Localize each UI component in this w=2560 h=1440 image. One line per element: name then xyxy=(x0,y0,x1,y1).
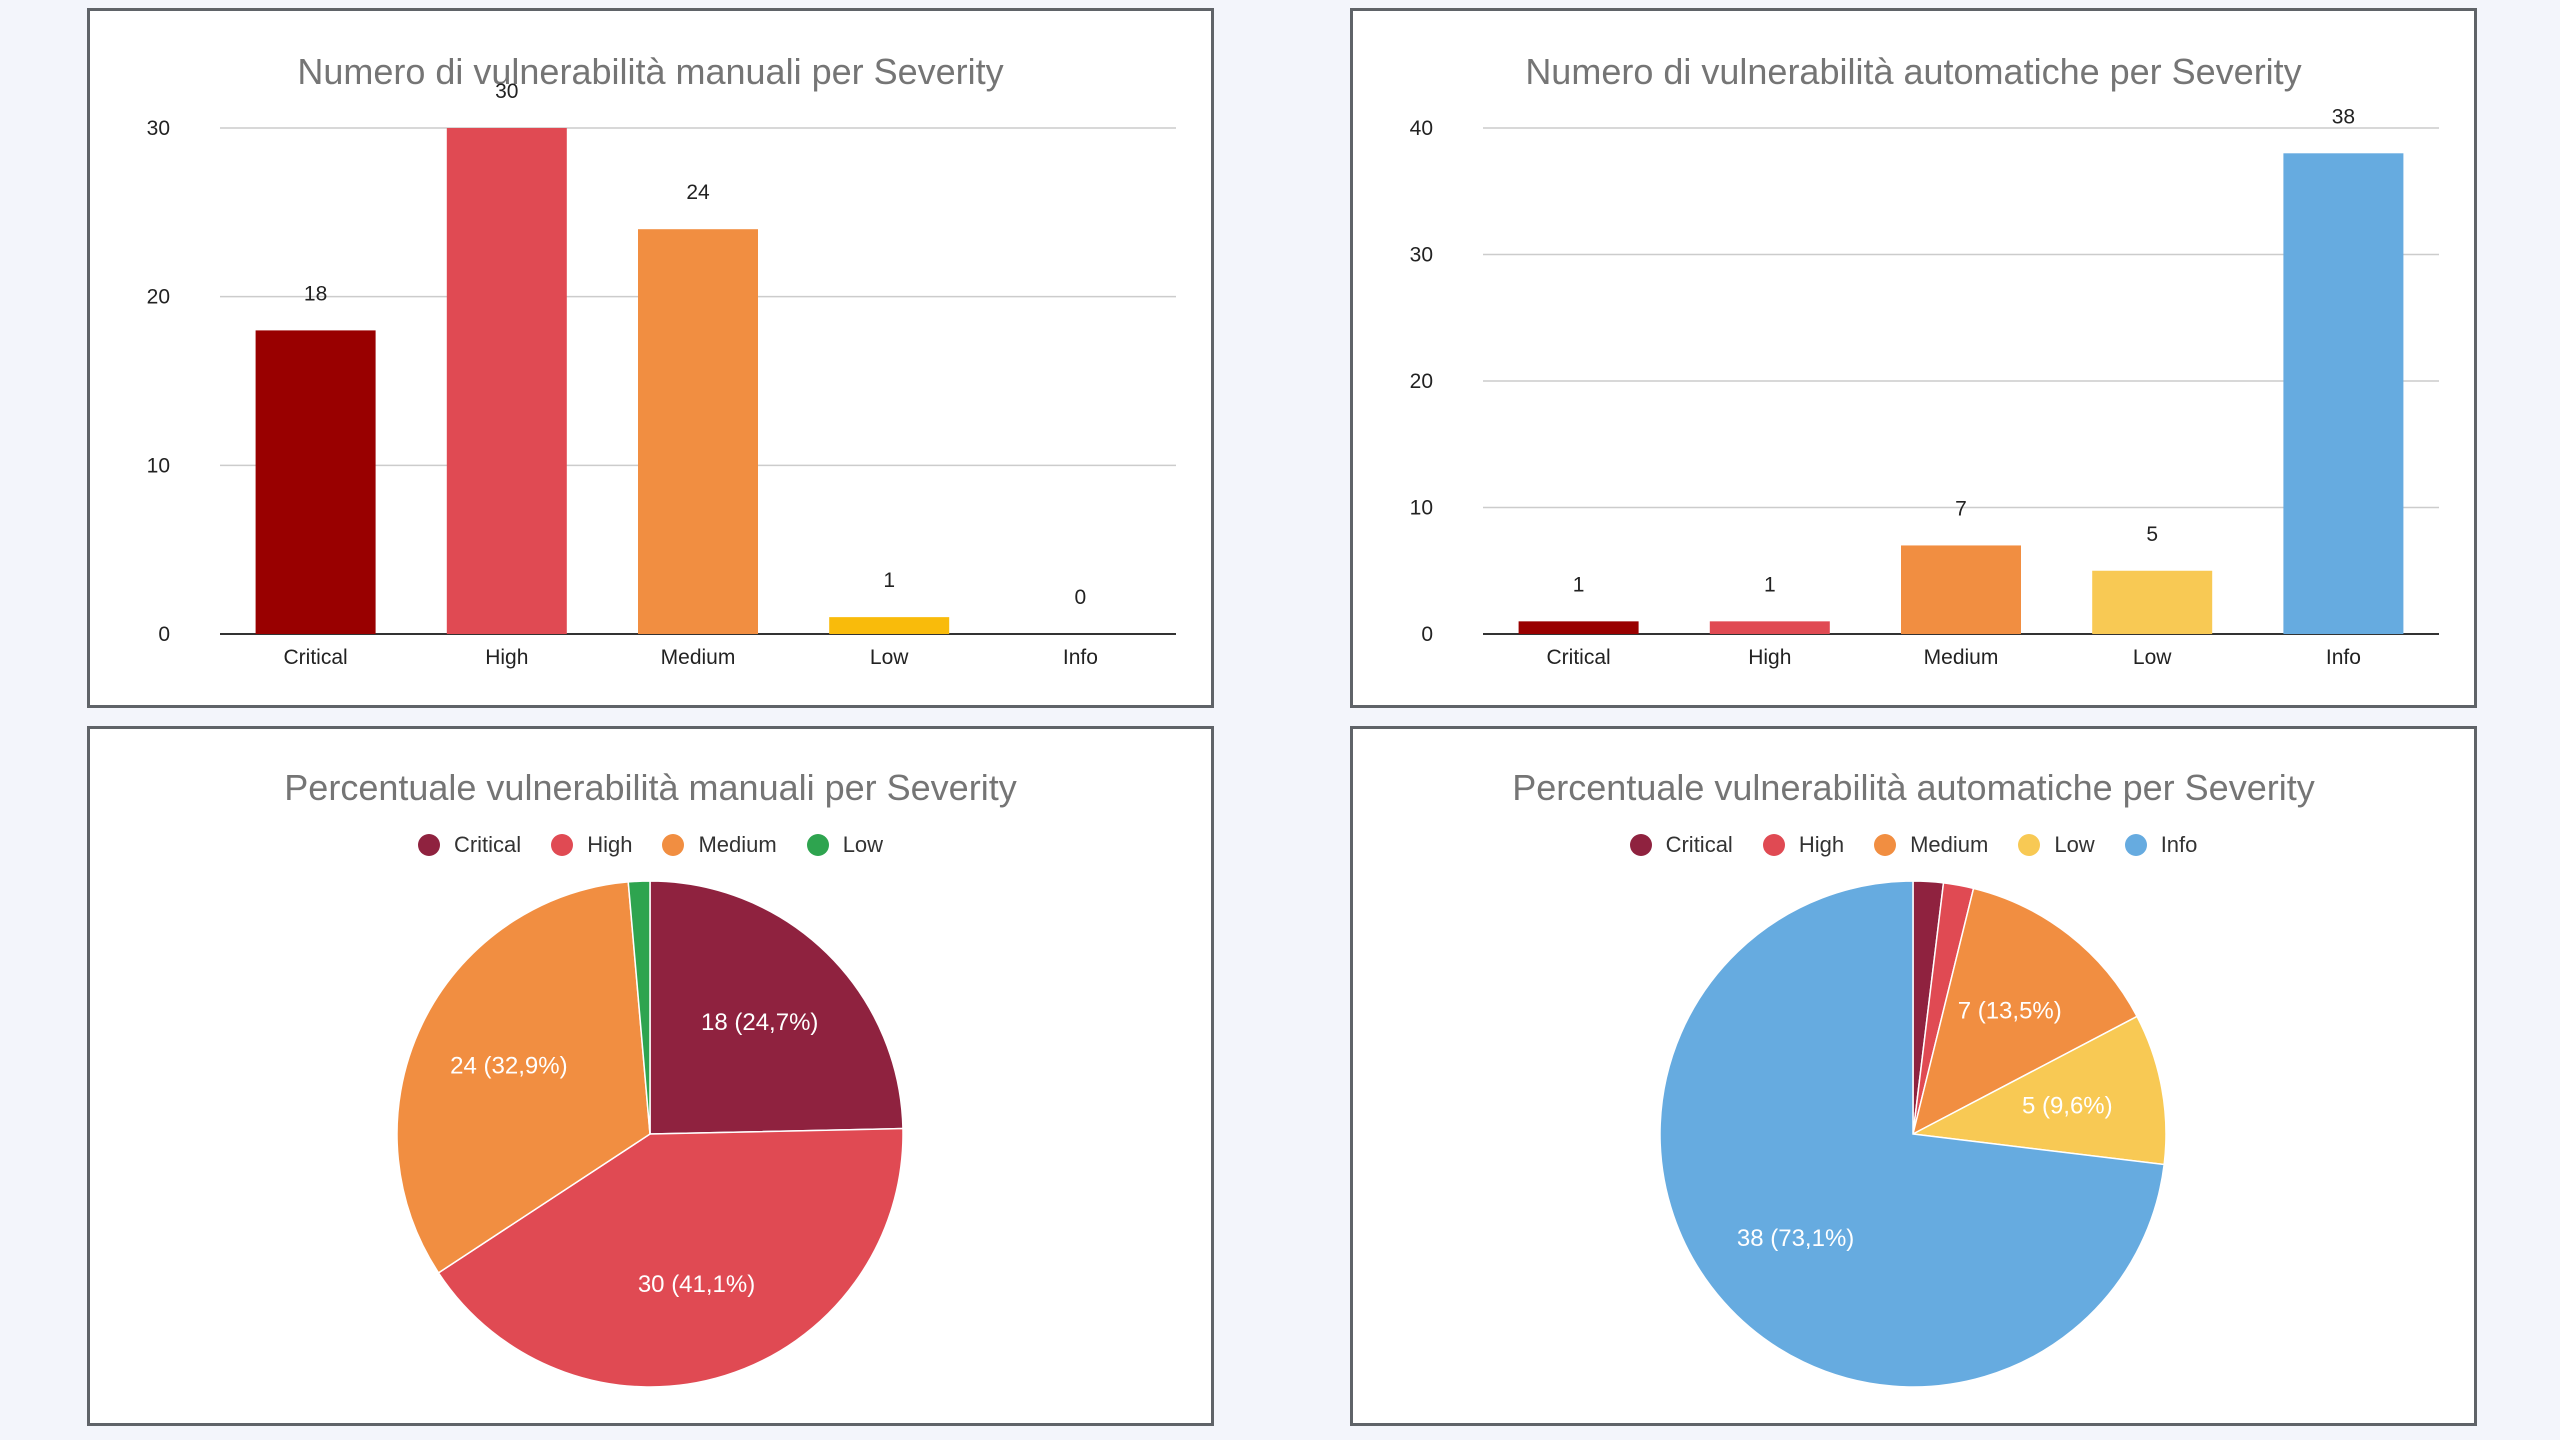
slice-high xyxy=(437,1127,904,1388)
legend-label: Low xyxy=(2054,832,2095,857)
data-label: 7 xyxy=(1955,497,1967,520)
data-label: 5 xyxy=(2146,523,2158,546)
bar-low xyxy=(829,617,950,634)
data-label: 1 xyxy=(883,569,895,592)
chart-title: Numero di vulnerabilità automatiche per … xyxy=(1525,51,2302,92)
automatic-severity-bar-chart: 0 10 20 30 40 1 Critical 1 High 7 Medium 5 Low 38 Info xyxy=(1410,105,2439,669)
y-tick-label: 30 xyxy=(1410,244,1433,267)
slice-label: 38 (73,1%) xyxy=(1737,1225,1854,1252)
slice-label: 7 (13,5%) xyxy=(1958,998,2062,1025)
data-label: 18 xyxy=(304,282,327,305)
chart-legend: Critical High Medium Low xyxy=(90,832,1211,858)
y-tick-label: 10 xyxy=(1410,497,1433,520)
y-tick-label: 20 xyxy=(147,286,170,309)
data-label: 1 xyxy=(1573,573,1585,596)
automatic-severity-bar-panel: Numero di vulnerabilità automatiche per … xyxy=(1350,8,2477,708)
legend-swatch xyxy=(2124,834,2147,856)
legend-item-low: Low xyxy=(806,832,884,858)
x-tick-label: Low xyxy=(2133,646,2172,669)
legend-item-low: Low xyxy=(2018,832,2095,858)
bar-critical xyxy=(255,330,376,634)
manual-severity-bar-chart: 0 10 20 30 18 Critical 30 High 24 Medium 1 Low 0 Info xyxy=(147,80,1176,669)
slice-low xyxy=(1910,1015,2167,1166)
legend-swatch xyxy=(662,834,685,856)
data-label: 1 xyxy=(1764,573,1776,596)
chart-title: Percentuale vulnerabilità automatiche pe… xyxy=(1512,767,2315,808)
legend-item-high: High xyxy=(1762,832,1845,858)
slice-medium xyxy=(396,881,651,1274)
legend-swatch xyxy=(417,834,440,856)
x-tick-label: Critical xyxy=(284,646,348,669)
x-tick-label: Low xyxy=(870,646,909,669)
legend-item-critical: Critical xyxy=(1629,832,1733,858)
bar-info xyxy=(2283,153,2404,635)
slice-low xyxy=(627,880,651,1135)
legend-label: High xyxy=(587,832,633,857)
x-tick-label: Medium xyxy=(1924,646,1999,669)
bar-medium xyxy=(1901,545,2021,634)
automatic-severity-pie-chart: 7 (13,5%) 5 (9,6%) 38 (73,1%) xyxy=(1659,880,2167,1388)
slice-critical xyxy=(649,880,904,1135)
legend-label: Low xyxy=(842,832,884,857)
x-tick-label: Info xyxy=(2326,646,2361,669)
y-tick-label: 10 xyxy=(147,454,170,477)
data-label: 30 xyxy=(495,80,518,103)
x-tick-label: Critical xyxy=(1547,646,1611,669)
x-tick-label: Medium xyxy=(661,646,736,669)
legend-label: Critical xyxy=(1665,832,1733,857)
bar-high xyxy=(1709,621,1830,634)
chart-title: Numero di vulnerabilità manuali per Seve… xyxy=(297,51,1004,92)
slice-label: 18 (24,7%) xyxy=(701,1009,818,1036)
legend-swatch xyxy=(2018,834,2041,856)
legend-label: Medium xyxy=(698,832,777,857)
legend-swatch xyxy=(806,834,829,856)
legend-swatch xyxy=(1629,834,1652,856)
x-tick-label: Info xyxy=(1063,646,1098,669)
y-tick-label: 0 xyxy=(158,623,170,646)
data-label: 24 xyxy=(686,181,710,204)
bar-medium xyxy=(638,229,758,634)
bar-critical xyxy=(1518,621,1639,634)
legend-swatch xyxy=(551,834,574,856)
legend-item-critical: Critical xyxy=(417,832,522,858)
manual-severity-bar-panel: Numero di vulnerabilità manuali per Seve… xyxy=(87,8,1214,708)
legend-label: Info xyxy=(2160,832,2198,857)
data-label: 0 xyxy=(1075,586,1087,609)
slice-medium xyxy=(1911,887,2139,1136)
y-tick-label: 40 xyxy=(1410,117,1433,140)
legend-item-medium: Medium xyxy=(1874,832,1988,858)
y-tick-label: 30 xyxy=(147,117,170,140)
y-tick-label: 0 xyxy=(1421,623,1433,646)
automatic-severity-pie-panel: Percentuale vulnerabilità automatiche pe… xyxy=(1350,726,2477,1426)
legend-item-high: High xyxy=(551,832,632,858)
x-tick-label: High xyxy=(485,646,528,669)
x-tick-label: High xyxy=(1748,646,1791,669)
legend-swatch xyxy=(1762,834,1785,856)
slice-label: 24 (32,9%) xyxy=(450,1053,567,1080)
chart-legend: Critical High Medium Low Info xyxy=(1353,832,2474,858)
bar-low xyxy=(2092,570,2213,634)
legend-label: Critical xyxy=(453,832,522,857)
chart-title: Percentuale vulnerabilità manuali per Se… xyxy=(284,767,1017,808)
legend-item-medium: Medium xyxy=(662,832,777,858)
manual-severity-pie-chart: 18 (24,7%) 30 (41,1%) 24 (32,9%) xyxy=(396,880,904,1388)
data-label: 38 xyxy=(2332,105,2355,128)
bar-high xyxy=(446,128,567,634)
legend-label: Medium xyxy=(1910,832,1989,857)
legend-item-info: Info xyxy=(2124,832,2198,858)
legend-label: High xyxy=(1798,832,1845,857)
legend-swatch xyxy=(1874,834,1897,856)
slice-label: 30 (41,1%) xyxy=(638,1271,755,1298)
slice-label: 5 (9,6%) xyxy=(2022,1093,2113,1120)
manual-severity-pie-panel: Percentuale vulnerabilità manuali per Se… xyxy=(87,726,1214,1426)
y-tick-label: 20 xyxy=(1410,370,1433,393)
slice-info xyxy=(1659,880,2165,1388)
